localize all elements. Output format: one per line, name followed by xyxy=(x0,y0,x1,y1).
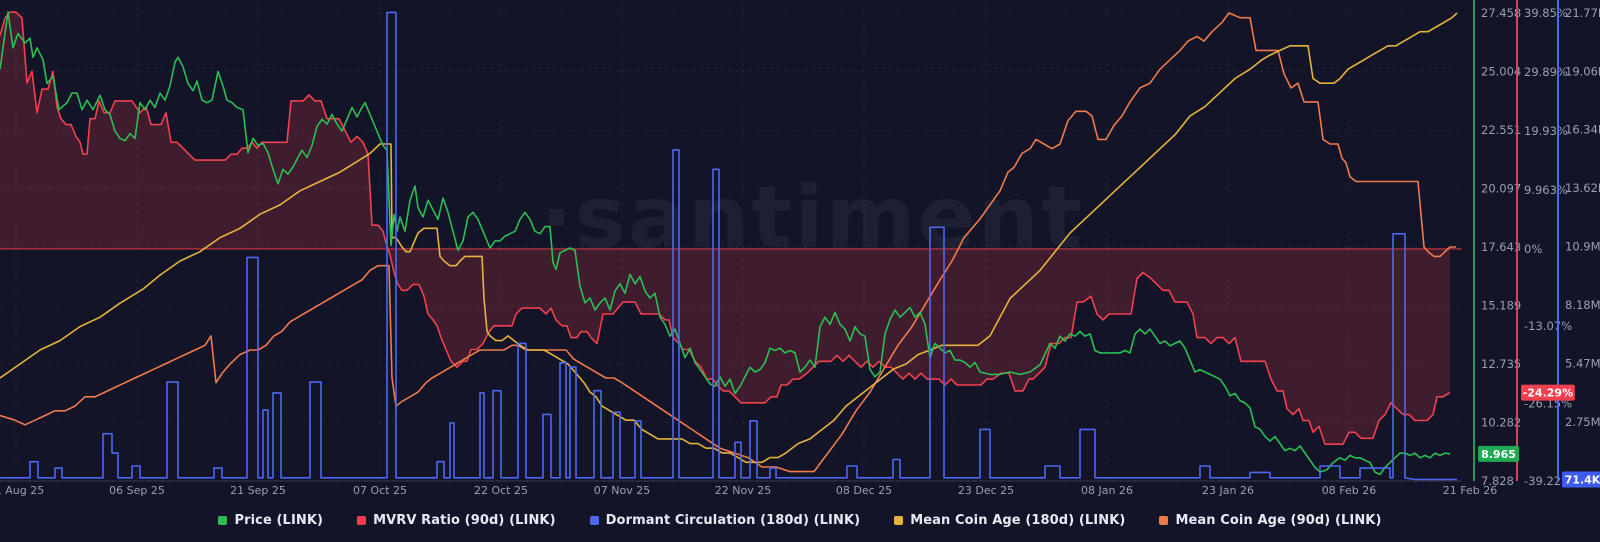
dormant-axis: 21.77M 19.06M 16.34M 13.62M 10.9M 8.18M 5.47M 2… xyxy=(1557,0,1600,481)
mvrv-tick-label: -39.22% xyxy=(1524,474,1572,488)
price-tick-label: 10.282 xyxy=(1481,415,1521,429)
chart-legend: Price (LINK) MVRV Ratio (90d) (LINK) Dor… xyxy=(0,513,1600,528)
price-tick-label: 20.097 xyxy=(1481,181,1521,195)
date-tick-label: 22 Oct 25 xyxy=(474,484,528,497)
legend-item-mean-coin-age-90d[interactable]: Mean Coin Age (90d) (LINK) xyxy=(1159,513,1381,528)
series-agepct-line xyxy=(0,12,1458,464)
dormant-value-badge: 71.4K xyxy=(1562,471,1600,488)
series-price-line xyxy=(0,11,1451,476)
legend-item-mvrv[interactable]: MVRV Ratio (90d) (LINK) xyxy=(357,513,556,528)
mvrv-tick-label: 0% xyxy=(1524,242,1542,256)
date-tick-label: 08 Feb 26 xyxy=(1322,484,1376,497)
date-axis: 21 Aug 25 06 Sep 25 21 Sep 25 07 Oct 25 22 O… xyxy=(0,484,1497,497)
date-tick-label: 06 Sep 25 xyxy=(109,484,165,497)
svg-text:8.965: 8.965 xyxy=(1481,448,1516,461)
price-tick-label: 7.828 xyxy=(1481,474,1514,488)
price-value-badge: 8.965 xyxy=(1478,445,1519,462)
price-tick-label: 25.004 xyxy=(1481,65,1521,79)
date-tick-label: 08 Jan 26 xyxy=(1081,484,1133,497)
age180-swatch-icon xyxy=(894,516,904,525)
date-tick-label: 21 Sep 25 xyxy=(230,484,286,497)
price-tick-label: 27.458 xyxy=(1481,6,1521,20)
legend-item-dormant-circulation[interactable]: Dormant Circulation (180d) (LINK) xyxy=(589,513,861,528)
date-tick-label: 07 Oct 25 xyxy=(353,484,407,497)
price-tick-label: 17.643 xyxy=(1481,240,1521,254)
date-tick-label: 07 Nov 25 xyxy=(594,484,650,497)
mvrv-value-badge: -24.29% xyxy=(1521,384,1575,401)
mvrv-axis: 39.85%29.89%19.93%9.963%0%-13.07%-26.15%… xyxy=(1516,0,1572,488)
mvrv-tick-label: 9.963% xyxy=(1524,183,1568,197)
dormant-tick-label: 19.06M xyxy=(1565,64,1600,78)
mvrv-zero-fill xyxy=(0,12,1450,445)
legend-item-price[interactable]: Price (LINK) xyxy=(218,513,323,528)
price-tick-label: 22.551 xyxy=(1481,123,1521,137)
mvrv-tick-label: -13.07% xyxy=(1524,319,1572,333)
date-tick-label: 23 Jan 26 xyxy=(1202,484,1254,497)
legend-label: Dormant Circulation (180d) (LINK) xyxy=(605,513,861,528)
dormant-tick-label: 2.75M xyxy=(1565,415,1600,429)
price-tick-label: 15.189 xyxy=(1481,299,1521,313)
price-axis: 27.458 25.004 22.551 20.097 17.643 15.189 12.7… xyxy=(1473,0,1521,488)
age90-swatch-icon xyxy=(1159,516,1169,525)
mvrv-tick-label: 39.85% xyxy=(1524,6,1568,20)
dormant-tick-label: 10.9M xyxy=(1565,240,1600,254)
dormant-tick-label: 8.18M xyxy=(1565,298,1600,312)
price-tick-label: 12.735 xyxy=(1481,357,1521,371)
dormant-tick-label: 5.47M xyxy=(1565,356,1600,370)
date-tick-label: 08 Dec 25 xyxy=(836,484,892,497)
date-tick-label: 22 Nov 25 xyxy=(715,484,771,497)
price-swatch-icon xyxy=(218,516,228,525)
mvrv-swatch-icon xyxy=(357,516,367,525)
legend-label: Mean Coin Age (90d) (LINK) xyxy=(1175,513,1382,528)
dormant-tick-label: 16.34M xyxy=(1565,123,1600,137)
legend-label: Mean Coin Age (180d) (LINK) xyxy=(910,513,1126,528)
dormant-tick-label: 21.77M xyxy=(1565,6,1600,20)
dormant-swatch-icon xyxy=(589,516,599,525)
dormant-tick-label: 13.62M xyxy=(1565,181,1600,195)
legend-label: MVRV Ratio (90d) (LINK) xyxy=(373,513,556,528)
date-tick-label: 21 Feb 26 xyxy=(1443,484,1497,497)
mvrv-tick-label: 29.89% xyxy=(1524,65,1568,79)
date-tick-label: 21 Aug 25 xyxy=(0,484,44,497)
legend-label: Price (LINK) xyxy=(234,513,324,528)
legend-item-mean-coin-age-180d[interactable]: Mean Coin Age (180d) (LINK) xyxy=(894,513,1125,528)
series-dormant-line xyxy=(0,11,1457,481)
svg-text:71.4K: 71.4K xyxy=(1565,473,1600,486)
date-tick-label: 23 Dec 25 xyxy=(958,484,1014,497)
mvrv-tick-label: 19.93% xyxy=(1524,124,1568,138)
svg-text:-24.29%: -24.29% xyxy=(1523,387,1573,400)
gridlines xyxy=(0,0,1462,482)
